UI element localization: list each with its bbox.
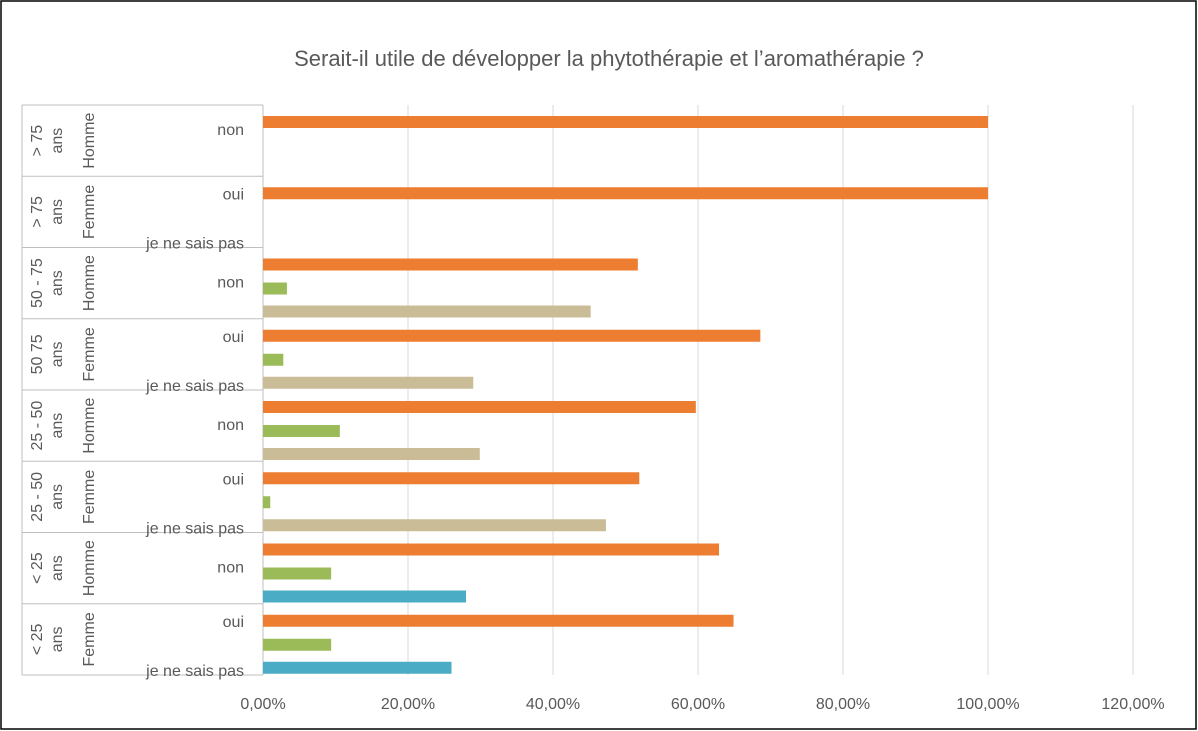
sex-label: Femme	[81, 470, 98, 524]
age-label: ans	[49, 199, 66, 225]
inner-category-label: oui	[223, 186, 244, 203]
age-label: ans	[49, 626, 66, 652]
bar	[263, 282, 287, 295]
inner-category-label: je ne sais pas	[145, 378, 244, 395]
age-label: 50 75	[29, 334, 46, 374]
bar	[263, 543, 720, 556]
bar	[263, 519, 606, 532]
inner-category-label: je ne sais pas	[145, 663, 244, 680]
inner-category-label: oui	[223, 471, 244, 488]
inner-category-label: je ne sais pas	[145, 235, 244, 252]
bar	[263, 472, 640, 485]
sex-label: Femme	[81, 612, 98, 666]
x-tick-label: 60,00%	[671, 696, 725, 713]
x-tick-label: 0,00%	[240, 696, 285, 713]
bar	[263, 496, 271, 509]
age-label: ans	[49, 128, 66, 154]
age-label: < 25	[29, 552, 46, 584]
x-tick-label: 40,00%	[526, 696, 580, 713]
age-label: ans	[49, 341, 66, 367]
bar	[263, 116, 988, 128]
x-tick-label: 20,00%	[381, 696, 435, 713]
sex-label: Homme	[81, 540, 98, 596]
inner-category-label: non	[217, 274, 244, 291]
age-label: 25 - 50	[29, 401, 46, 451]
bar	[263, 590, 466, 603]
chart-title: Serait-il utile de développer la phytoth…	[294, 46, 924, 71]
inner-category-label: non	[217, 122, 244, 139]
inner-category-label: non	[217, 559, 244, 576]
bar	[263, 329, 761, 342]
sex-label: Femme	[81, 185, 98, 239]
x-tick-label: 80,00%	[816, 696, 870, 713]
age-label: ans	[49, 555, 66, 581]
age-label: < 25	[29, 623, 46, 655]
bar	[263, 661, 452, 674]
bar	[263, 448, 480, 460]
age-label: ans	[49, 413, 66, 439]
inner-category-label: je ne sais pas	[145, 520, 244, 537]
inner-category-label: oui	[223, 614, 244, 631]
bar	[263, 353, 284, 366]
x-tick-label: 120,00%	[1101, 696, 1164, 713]
bar	[263, 305, 591, 318]
bar	[263, 425, 340, 437]
age-label: > 75	[29, 196, 46, 228]
age-label: ans	[49, 484, 66, 510]
bar	[263, 638, 332, 651]
inner-category-label: oui	[223, 329, 244, 346]
bar	[263, 614, 734, 627]
bar	[263, 401, 696, 413]
inner-category-label: non	[217, 417, 244, 434]
sex-label: Homme	[81, 255, 98, 311]
bar	[263, 187, 988, 200]
bar	[263, 376, 474, 389]
sex-label: Homme	[81, 113, 98, 169]
age-label: 25 - 50	[29, 472, 46, 522]
age-label: ans	[49, 270, 66, 296]
age-label: 50 - 75	[29, 258, 46, 308]
bar	[263, 258, 638, 271]
age-label: > 75	[29, 125, 46, 157]
bar	[263, 567, 332, 580]
sex-label: Femme	[81, 327, 98, 381]
x-tick-label: 100,00%	[956, 696, 1019, 713]
sex-label: Homme	[81, 398, 98, 454]
